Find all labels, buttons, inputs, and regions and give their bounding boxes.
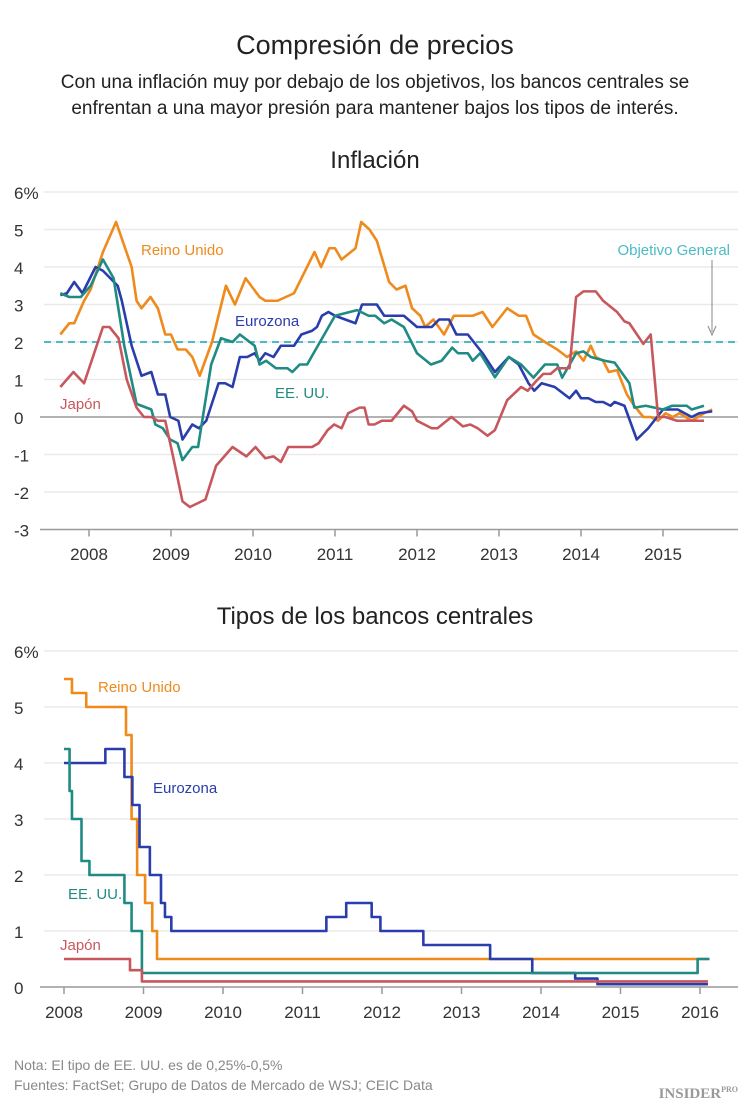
y-tick-label: 6% <box>14 643 39 662</box>
x-tick-label: 2016 <box>681 1003 719 1022</box>
series-line-us <box>64 747 710 975</box>
series-label-jp: Japón <box>60 937 101 954</box>
y-tick-label: 5 <box>14 222 23 241</box>
series-line-jp <box>64 957 708 983</box>
x-tick-label: 2010 <box>234 545 272 564</box>
y-tick-label: 1 <box>14 923 23 942</box>
y-tick-label: 5 <box>14 699 23 718</box>
series-label-eu: Eurozona <box>153 780 218 797</box>
x-tick-label: 2013 <box>480 545 518 564</box>
y-tick-label: 6% <box>14 184 39 203</box>
arrow-head-icon <box>707 325 717 337</box>
x-tick-label: 2012 <box>398 545 436 564</box>
x-tick-label: 2014 <box>522 1003 560 1022</box>
series-label-jp: Japón <box>60 396 101 413</box>
y-tick-label: -1 <box>14 447 29 466</box>
y-tick-label: 3 <box>14 811 23 830</box>
y-tick-label: 3 <box>14 297 23 316</box>
chart-2-title: Tipos de los bancos centrales <box>217 603 534 630</box>
x-tick-label: 2013 <box>443 1003 481 1022</box>
y-tick-label: 4 <box>14 259 23 278</box>
subtitle-line-1: Con una inflación muy por debajo de los … <box>61 72 689 93</box>
x-tick-label: 2015 <box>644 545 682 564</box>
inflation-chart: 6% 5 4 3 2 1 0 -1 -2 -3 2008 2009 2010 2011 2012 2013 20… <box>14 184 738 564</box>
y-tick-label: 0 <box>14 979 23 998</box>
series-line-uk <box>59 220 713 423</box>
note: Nota: El tipo de EE. UU. es de 0,25%-0,5… <box>14 1057 282 1073</box>
y-tick-label: 2 <box>14 334 23 353</box>
chart-1-title: Inflación <box>330 147 419 174</box>
series-line-jp <box>59 290 704 509</box>
y-tick-label: 1 <box>14 372 23 391</box>
figure-title: Compresión de precios <box>236 30 514 60</box>
x-tick-label: 2009 <box>125 1003 163 1022</box>
series-line-eu <box>64 747 708 986</box>
y-tick-label: 0 <box>14 409 23 428</box>
series-label-us: EE. UU. <box>275 385 329 402</box>
series-line-eu <box>59 265 713 441</box>
x-tick-label: 2008 <box>70 545 108 564</box>
y-tick-label: -2 <box>14 484 29 503</box>
series-line-us <box>59 258 705 462</box>
y-tick-label: 2 <box>14 867 23 886</box>
series-label-uk: Reino Unido <box>98 679 181 696</box>
y-tick-label: -3 <box>14 522 29 541</box>
x-tick-label: 2009 <box>152 545 190 564</box>
x-tick-label: 2011 <box>284 1003 321 1022</box>
series-label-uk: Reino Unido <box>141 242 224 259</box>
x-tick-label: 2014 <box>562 545 600 564</box>
x-tick-label: 2012 <box>363 1003 401 1022</box>
target-label: Objetivo General <box>617 242 730 259</box>
x-tick-label: 2008 <box>45 1003 83 1022</box>
subtitle-line-2: enfrentan a una mayor presión para mante… <box>71 98 678 119</box>
series-line-uk <box>64 677 708 961</box>
rates-chart: 6% 5 4 3 2 1 0 2008 2009 2010 2011 2012 2013 2014 2015… <box>14 643 738 1022</box>
insider-pro-logo: INSIDERPRO <box>659 1085 738 1102</box>
x-tick-label: 2015 <box>602 1003 640 1022</box>
x-tick-label: 2011 <box>317 545 354 564</box>
y-tick-label: 4 <box>14 755 23 774</box>
sources: Fuentes: FactSet; Grupo de Datos de Merc… <box>14 1077 433 1093</box>
series-label-us: EE. UU. <box>68 886 122 903</box>
x-tick-label: 2010 <box>204 1003 242 1022</box>
series-label-eu: Eurozona <box>235 313 300 330</box>
